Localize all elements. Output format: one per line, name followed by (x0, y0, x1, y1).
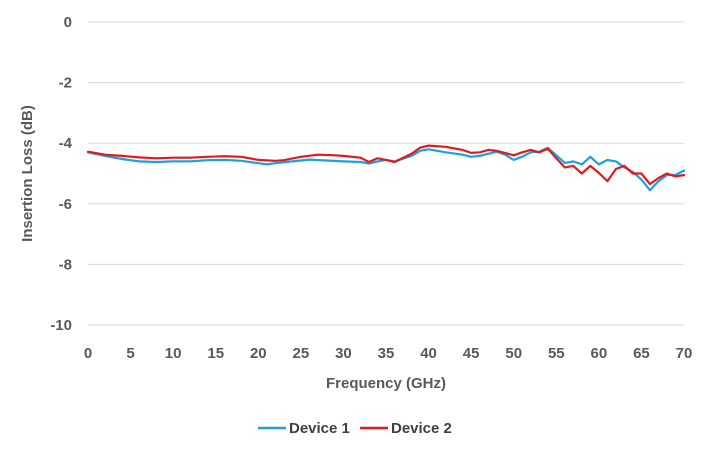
x-tick-label: 0 (84, 345, 92, 362)
legend-label-device-1: Device 1 (289, 420, 350, 437)
x-tick-label: 20 (250, 345, 267, 362)
x-tick-label: 55 (548, 345, 565, 362)
x-tick-label: 5 (126, 345, 134, 362)
x-tick-label: 25 (293, 345, 310, 362)
y-tick-label: -6 (59, 196, 72, 213)
y-axis-title: Insertion Loss (dB) (19, 105, 36, 242)
x-tick-label: 10 (165, 345, 182, 362)
x-tick-label: 30 (335, 345, 352, 362)
series-line-device-1 (86, 146, 686, 192)
x-axis-title: Frequency (GHz) (326, 375, 446, 392)
y-tick-label: -10 (50, 317, 72, 334)
y-tick-label: -2 (59, 75, 72, 92)
grid-lines (88, 21, 684, 326)
y-tick-labels: 0 -2 -4 -6 -8 -10 (50, 14, 72, 334)
x-tick-label: 65 (633, 345, 650, 362)
y-tick-label: 0 (64, 14, 72, 31)
y-tick-label: -8 (59, 256, 72, 273)
legend: Device 1 Device 2 (258, 420, 452, 437)
x-tick-label: 40 (420, 345, 437, 362)
x-tick-label: 70 (676, 345, 693, 362)
series-line-device-2 (86, 144, 686, 186)
x-tick-label: 60 (591, 345, 608, 362)
x-tick-labels: 0 5 10 15 20 25 30 35 40 45 50 55 60 65 70 (84, 345, 693, 362)
x-tick-label: 35 (378, 345, 395, 362)
x-tick-label: 45 (463, 345, 480, 362)
legend-label-device-2: Device 2 (391, 420, 452, 437)
x-tick-label: 50 (505, 345, 522, 362)
x-tick-label: 15 (207, 345, 224, 362)
y-tick-label: -4 (59, 135, 73, 152)
data-series (86, 144, 686, 192)
